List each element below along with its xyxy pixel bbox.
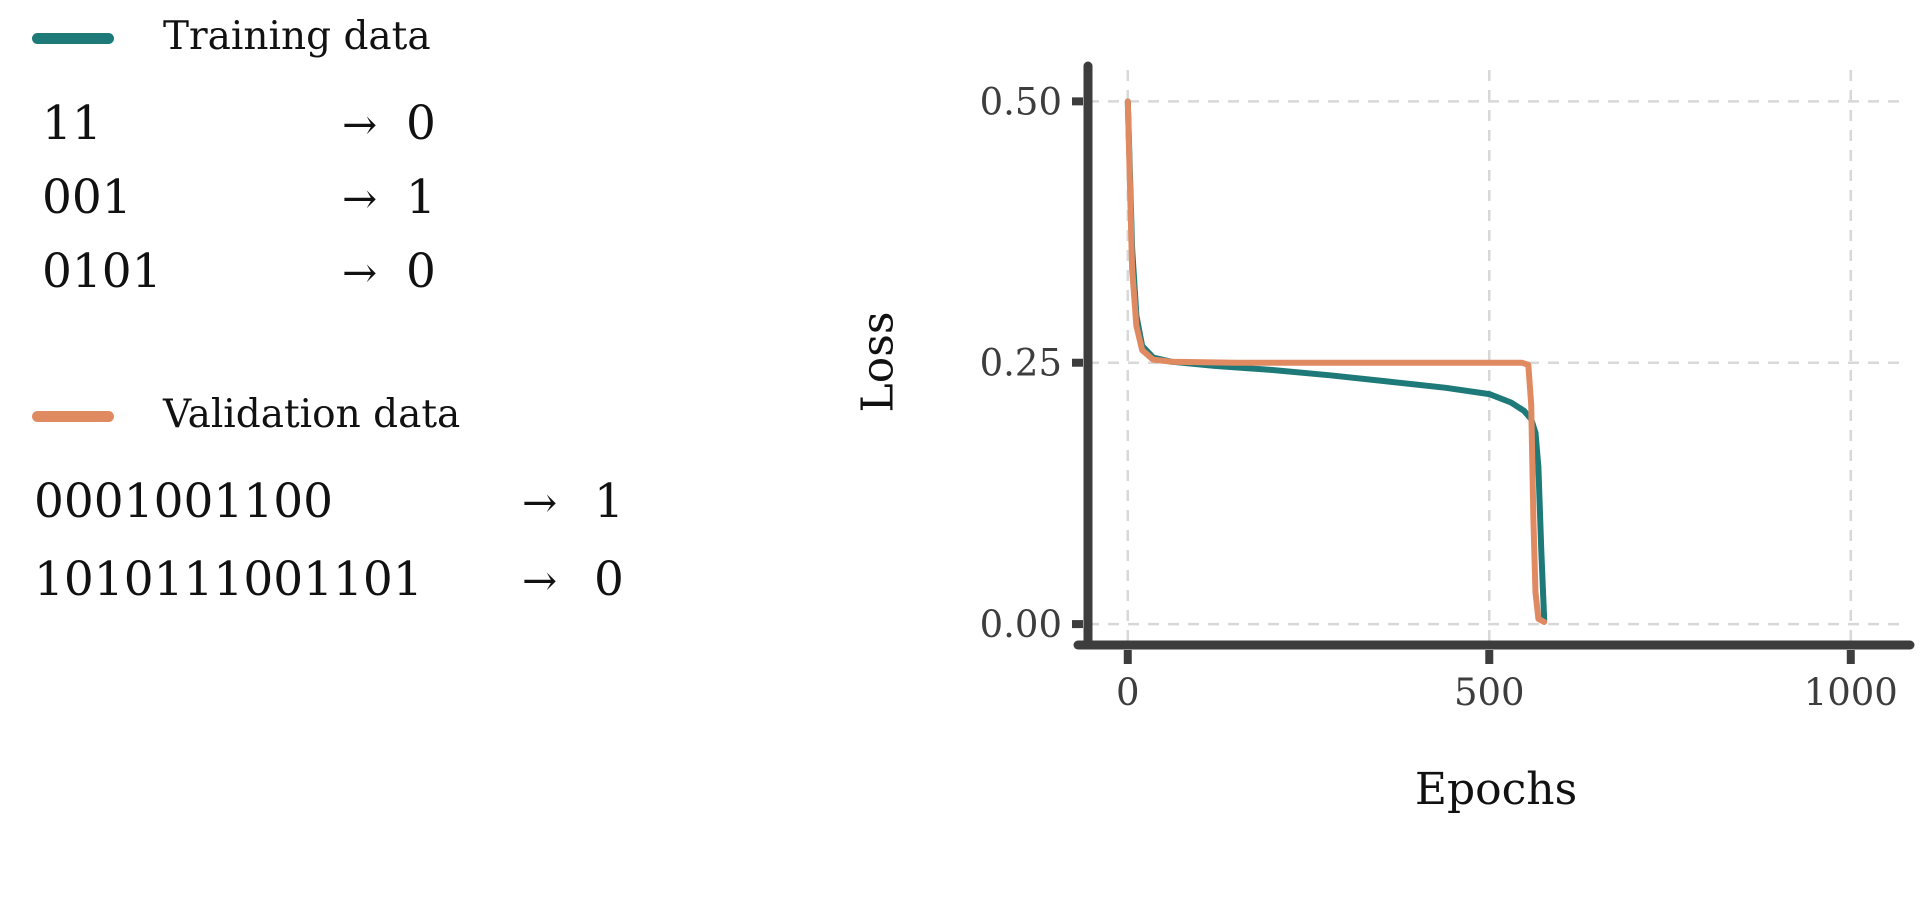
x-tick-label: 1000 — [1804, 671, 1898, 714]
example-output: 0 — [594, 552, 624, 607]
x-axis-label: Epochs — [1414, 764, 1578, 815]
training-line-swatch-icon — [32, 33, 114, 44]
validation-example-row: 1010111001101 → 0 — [34, 552, 624, 630]
arrow-right-icon: → — [342, 174, 378, 223]
series-line-validation — [1124, 98, 1548, 625]
validation-line-swatch-icon — [32, 411, 114, 422]
example-output: 1 — [594, 474, 624, 529]
example-output: 0 — [406, 244, 436, 299]
arrow-right-icon: → — [522, 556, 558, 605]
x-tick-label: 0 — [1116, 671, 1140, 714]
arrow-right-icon: → — [342, 248, 378, 297]
example-output: 1 — [406, 170, 436, 225]
arrow-right-icon: → — [342, 100, 378, 149]
training-examples: 11 → 0 001 → 1 0101 → 0 — [42, 96, 436, 318]
y-tick-label: 0.50 — [980, 80, 1062, 123]
training-legend-label: Training data — [163, 14, 431, 59]
arrow-right-icon: → — [522, 478, 558, 527]
example-input: 1010111001101 — [34, 552, 423, 607]
validation-legend-label: Validation data — [163, 392, 461, 437]
training-example-row: 11 → 0 — [42, 96, 436, 170]
y-axis-label: Loss — [852, 311, 904, 413]
x-tick-label: 500 — [1454, 671, 1525, 714]
y-tick-label: 0.00 — [980, 603, 1062, 646]
example-input: 0101 — [42, 244, 162, 299]
training-example-row: 0101 → 0 — [42, 244, 436, 318]
example-input: 001 — [42, 170, 132, 225]
example-input: 11 — [42, 96, 102, 151]
example-input: 0001001100 — [34, 474, 334, 529]
validation-example-row: 0001001100 → 1 — [34, 474, 624, 552]
example-output: 0 — [406, 96, 436, 151]
validation-examples: 0001001100 → 1 1010111001101 → 0 — [34, 474, 624, 630]
y-tick-label: 0.25 — [980, 342, 1062, 385]
training-example-row: 001 → 1 — [42, 170, 436, 244]
